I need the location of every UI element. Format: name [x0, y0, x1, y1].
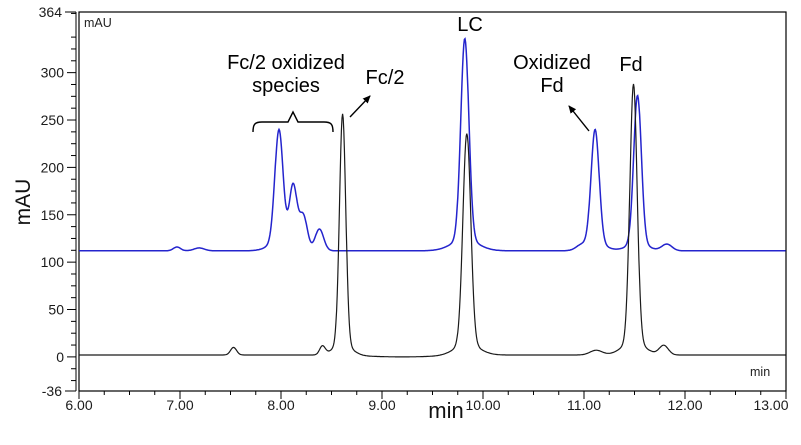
bracket-oxidized-species [252, 110, 334, 133]
y-tick-label: 200 [41, 159, 65, 175]
trace-control-sample [79, 83, 786, 358]
peak-label-oxidized-fd: Oxidized Fd [513, 52, 591, 97]
x-tick-label: 12.00 [667, 397, 702, 413]
plot-border [78, 11, 787, 392]
y-tick-label: 50 [48, 302, 64, 318]
trace-oxidized-sample [79, 37, 786, 252]
x-axis-unit-inner: min [750, 365, 771, 379]
y-tick-label: 250 [41, 112, 65, 128]
peak-label-lc: LC [457, 14, 483, 36]
peak-label-fd: Fd [619, 54, 643, 76]
x-axis-title: min [428, 398, 464, 423]
x-tick-label: 6.00 [65, 397, 92, 413]
x-tick-label: 7.00 [166, 397, 193, 413]
y-tick-label: 300 [41, 65, 65, 81]
arrow-fc2 [349, 95, 371, 118]
y-tick-label: 0 [56, 349, 64, 365]
peak-label-fc2: Fc/2 [365, 67, 405, 89]
x-tick-label: 10.00 [465, 397, 500, 413]
y-axis-limit-label: -36 [42, 383, 62, 399]
arrow-oxidized-fd [568, 105, 590, 132]
y-tick-label: 150 [41, 207, 65, 223]
y-axis-limit-label: 364 [39, 4, 63, 20]
x-tick-label: 11.00 [567, 397, 601, 413]
x-tick-label: 9.00 [368, 397, 395, 413]
peak-label-fc2-oxidized-species: Fc/2 oxidized species [227, 52, 345, 97]
x-tick-label: 13.00 [753, 397, 788, 413]
y-tick-label: 100 [41, 254, 65, 270]
y-axis-title: mAU [12, 178, 35, 226]
y-axis-unit-inner: mAU [84, 16, 112, 30]
x-tick-label: 8.00 [267, 397, 294, 413]
